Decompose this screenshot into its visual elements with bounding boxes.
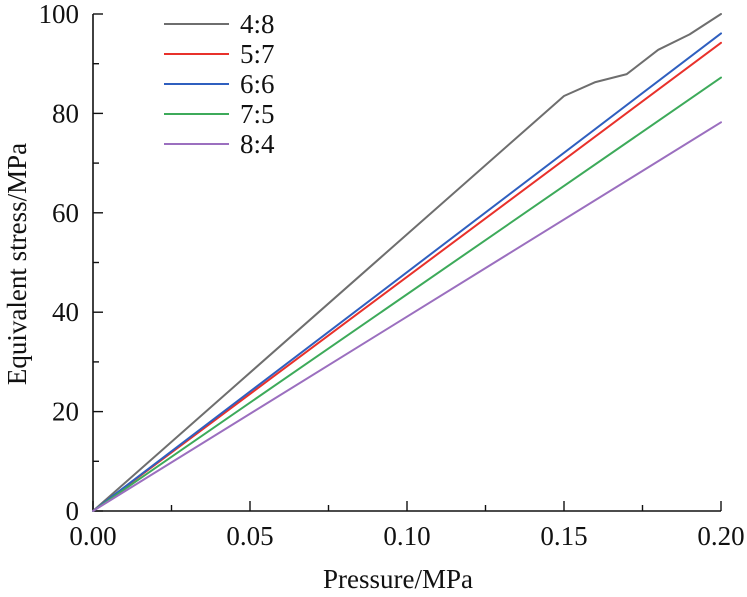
series-line-5-7 — [92, 41, 722, 512]
x-tick-label: 0.00 — [69, 521, 116, 551]
series-line-4-8 — [92, 13, 722, 512]
series-lines — [92, 13, 722, 512]
y-tick-label: 0 — [66, 496, 80, 526]
legend: 4:85:76:67:58:4 — [164, 9, 275, 159]
y-tick-label: 80 — [52, 98, 79, 128]
y-tick-label: 40 — [52, 297, 79, 327]
y-tick-label: 100 — [39, 0, 80, 29]
x-tick-label: 0.10 — [383, 521, 430, 551]
x-tick-label: 0.20 — [697, 521, 744, 551]
y-tick-label: 60 — [52, 198, 79, 228]
legend-label: 7:5 — [240, 99, 275, 129]
legend-label: 4:8 — [240, 9, 275, 39]
legend-label: 5:7 — [240, 39, 275, 69]
y-axis-label: Equivalent stress/MPa — [2, 143, 32, 385]
legend-label: 6:6 — [240, 69, 275, 99]
x-tick-label: 0.05 — [226, 521, 273, 551]
y-tick-label: 20 — [52, 397, 79, 427]
x-axis-label: Pressure/MPa — [323, 564, 473, 594]
series-line-8-4 — [92, 121, 722, 512]
axes: 0.00 0.05 0.10 0.15 0.20 0 20 40 60 80 100 — [39, 0, 745, 551]
series-line-7-5 — [92, 76, 722, 512]
x-tick-label: 0.15 — [540, 521, 587, 551]
legend-label: 8:4 — [240, 129, 275, 159]
series-line-6-6 — [92, 32, 722, 512]
